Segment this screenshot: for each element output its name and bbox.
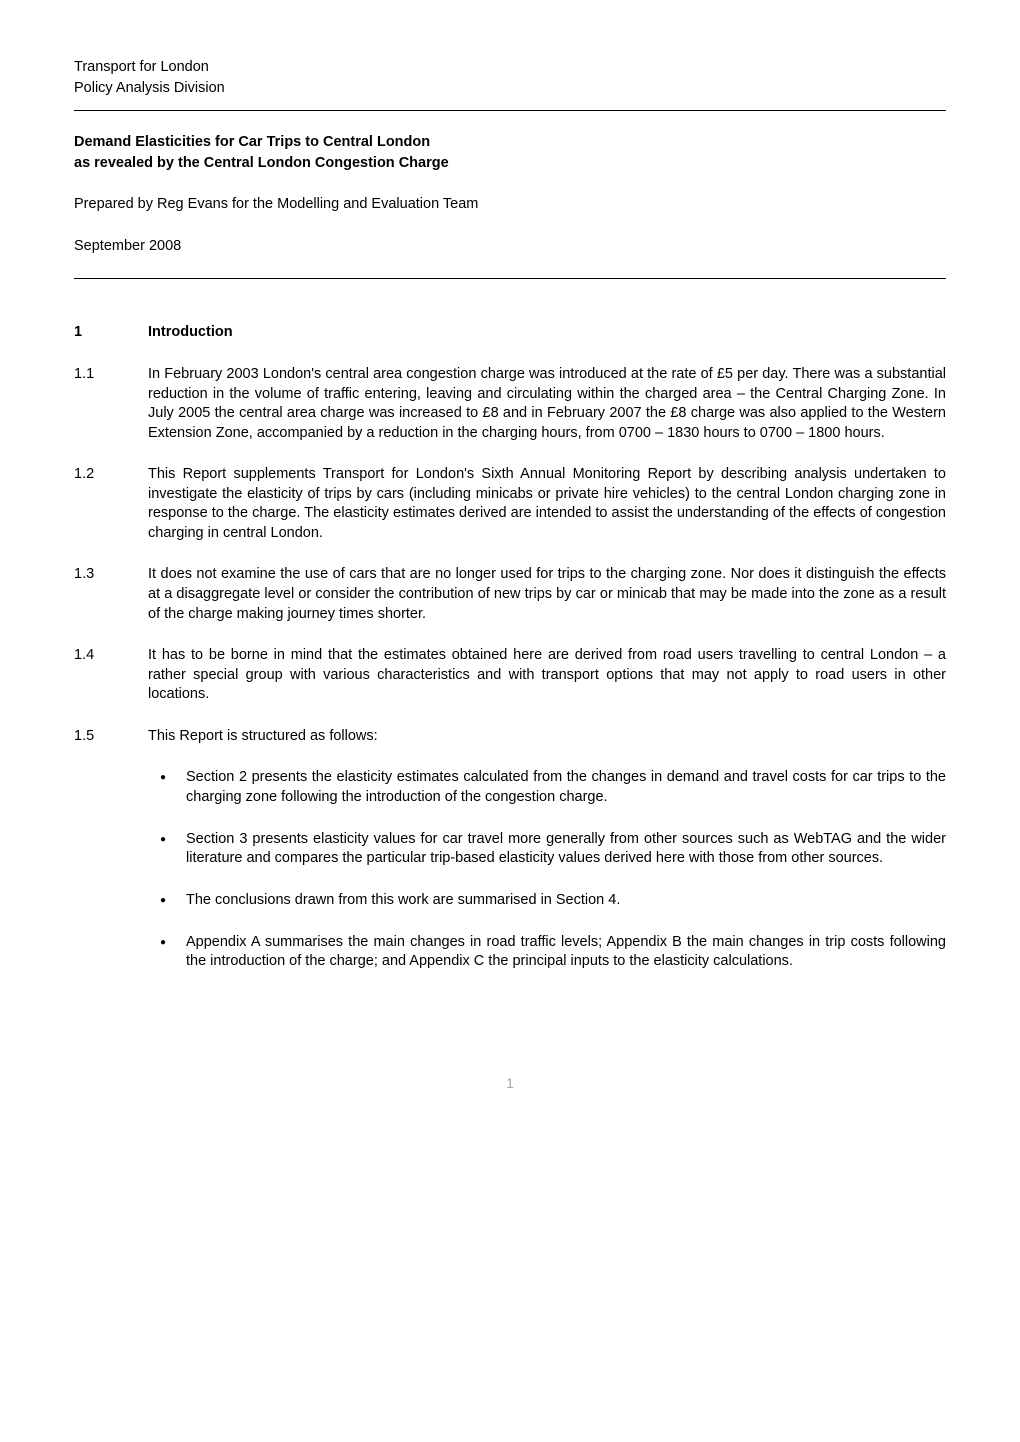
bullet-text: The conclusions drawn from this work are… <box>186 891 946 911</box>
section-title: Introduction <box>148 323 233 343</box>
para-body: It does not examine the use of cars that… <box>148 565 946 624</box>
bullet-list-container: ● Section 2 presents the elasticity esti… <box>74 768 946 993</box>
org-name: Transport for London <box>74 58 946 78</box>
divider-top <box>74 110 946 111</box>
para-number: 1.3 <box>74 565 148 585</box>
bullet-icon: ● <box>148 891 186 911</box>
para-number: 1.4 <box>74 646 148 666</box>
para-number: 1.1 <box>74 365 148 385</box>
document-header: Transport for London Policy Analysis Div… <box>74 58 946 98</box>
bullet-text: Appendix A summarises the main changes i… <box>186 933 946 972</box>
bullet-icon: ● <box>148 933 186 953</box>
list-item: ● The conclusions drawn from this work a… <box>148 891 946 911</box>
para-body: In February 2003 London's central area c… <box>148 365 946 443</box>
paragraph-1-3: 1.3 It does not examine the use of cars … <box>74 565 946 624</box>
para-body: This Report is structured as follows: <box>148 727 946 747</box>
paragraph-1-4: 1.4 It has to be borne in mind that the … <box>74 646 946 705</box>
paragraph-1-1: 1.1 In February 2003 London's central ar… <box>74 365 946 443</box>
title-line-2: as revealed by the Central London Conges… <box>74 154 946 174</box>
section-introduction: 1 Introduction 1.1 In February 2003 Lond… <box>74 323 946 993</box>
list-item: ● Section 3 presents elasticity values f… <box>148 830 946 869</box>
document-date: September 2008 <box>74 237 946 257</box>
bullet-list: ● Section 2 presents the elasticity esti… <box>148 768 946 993</box>
section-number: 1 <box>74 323 148 343</box>
bullet-icon: ● <box>148 768 186 788</box>
section-heading-row: 1 Introduction <box>74 323 946 343</box>
bullet-text: Section 2 presents the elasticity estima… <box>186 768 946 807</box>
bullet-icon: ● <box>148 830 186 850</box>
list-item: ● Section 2 presents the elasticity esti… <box>148 768 946 807</box>
bullet-text: Section 3 presents elasticity values for… <box>186 830 946 869</box>
para-number: 1.5 <box>74 727 148 747</box>
divider-bottom <box>74 278 946 279</box>
list-item: ● Appendix A summarises the main changes… <box>148 933 946 972</box>
paragraph-1-5: 1.5 This Report is structured as follows… <box>74 727 946 747</box>
title-line-1: Demand Elasticities for Car Trips to Cen… <box>74 133 946 153</box>
page-number: 1 <box>74 1074 946 1093</box>
para-body: This Report supplements Transport for Lo… <box>148 465 946 543</box>
division-name: Policy Analysis Division <box>74 79 946 99</box>
prepared-by: Prepared by Reg Evans for the Modelling … <box>74 195 946 215</box>
document-title: Demand Elasticities for Car Trips to Cen… <box>74 133 946 173</box>
paragraph-1-2: 1.2 This Report supplements Transport fo… <box>74 465 946 543</box>
para-body: It has to be borne in mind that the esti… <box>148 646 946 705</box>
para-number: 1.2 <box>74 465 148 485</box>
